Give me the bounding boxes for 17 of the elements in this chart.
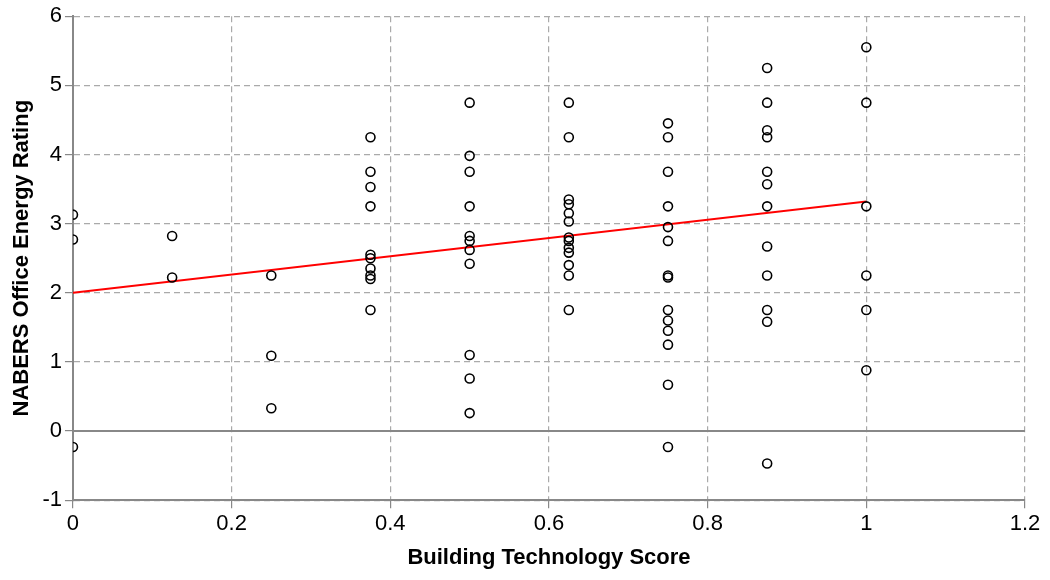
x-axis-title: Building Technology Score — [407, 543, 691, 569]
x-tick-label: 0 — [66, 510, 80, 536]
y-tick-label: 0 — [49, 417, 62, 443]
x-tick-label: 1.2 — [1009, 510, 1041, 536]
y-tick-label: 6 — [49, 2, 62, 28]
y-axis-title: NABERS Office Energy Rating — [8, 99, 34, 417]
x-tick-label: 0.6 — [533, 510, 565, 536]
y-tick-label: -1 — [42, 486, 62, 512]
x-tick-label: 1 — [860, 510, 873, 536]
y-tick-label: 5 — [49, 71, 62, 97]
y-tick-label: 2 — [49, 278, 62, 304]
y-tick-label: 4 — [49, 140, 62, 166]
y-tick-label: 1 — [49, 347, 62, 373]
x-tick-label: 0.4 — [375, 510, 406, 536]
x-tick-label: 0.2 — [216, 510, 247, 536]
x-tick-label: 0.8 — [692, 510, 723, 536]
y-tick-label: 3 — [49, 209, 62, 235]
